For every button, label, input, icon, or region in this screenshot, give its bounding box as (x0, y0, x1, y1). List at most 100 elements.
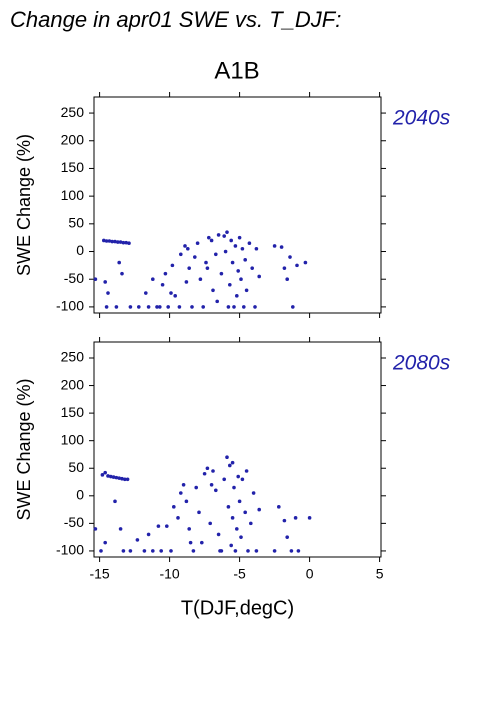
y-tick-label: 50 (68, 459, 84, 475)
point (120, 476, 124, 481)
point (144, 291, 148, 295)
y-tick-label: 150 (61, 159, 85, 175)
point (239, 277, 243, 282)
point (215, 299, 219, 304)
point (202, 471, 207, 476)
point (201, 305, 205, 309)
point (114, 475, 119, 480)
point (179, 491, 183, 495)
point (121, 240, 126, 245)
point (181, 482, 186, 487)
point (155, 305, 159, 309)
point (233, 244, 238, 248)
point (104, 239, 109, 243)
point (307, 516, 312, 520)
y-tick-label: -50 (64, 270, 84, 286)
panel-label: 2040s (392, 107, 451, 130)
point (197, 510, 201, 515)
point (228, 463, 232, 468)
point (293, 516, 298, 520)
point (250, 266, 254, 270)
point (165, 524, 169, 528)
point (207, 235, 211, 240)
point (151, 277, 155, 282)
y-tick-label: 0 (76, 242, 84, 258)
panel-label: 2080s (392, 352, 451, 375)
point (233, 549, 238, 553)
point (216, 532, 221, 537)
point (211, 288, 215, 293)
point (188, 540, 193, 545)
point (111, 475, 116, 479)
chart-subtitle: A1B (214, 57, 259, 84)
point (243, 510, 247, 515)
point (146, 532, 151, 537)
point (279, 245, 284, 249)
point (230, 516, 235, 520)
point (118, 527, 123, 531)
point (291, 305, 295, 309)
point (247, 241, 252, 246)
y-tick-label: 150 (61, 404, 85, 420)
point (240, 477, 245, 482)
point (277, 505, 281, 509)
point (93, 277, 98, 282)
y-tick-label: 200 (61, 376, 85, 392)
point (179, 252, 183, 257)
point (128, 549, 133, 553)
point (216, 233, 221, 237)
point (237, 235, 242, 240)
point (104, 305, 109, 309)
point (100, 473, 105, 477)
point (106, 291, 110, 295)
point (257, 507, 262, 512)
point (169, 549, 173, 553)
x-tick-label: 5 (376, 566, 384, 582)
point (113, 239, 117, 244)
point (272, 549, 277, 553)
y-tick-label: -100 (56, 542, 84, 558)
point (257, 274, 262, 279)
point (282, 266, 287, 270)
point (103, 540, 107, 545)
point (137, 305, 141, 309)
y-tick-label: 250 (61, 349, 85, 365)
point (128, 305, 133, 309)
point (142, 549, 147, 553)
point (226, 505, 231, 509)
point (208, 521, 212, 526)
point (225, 455, 229, 460)
point (214, 252, 218, 257)
point (113, 499, 117, 504)
point (166, 305, 170, 309)
point (146, 305, 151, 309)
point (176, 516, 180, 520)
point (235, 294, 239, 298)
point (235, 527, 239, 531)
point (244, 288, 249, 293)
point (205, 266, 210, 270)
point (194, 485, 198, 490)
point (186, 246, 190, 251)
point (223, 249, 228, 254)
point (219, 271, 224, 276)
point (232, 485, 236, 490)
point (118, 240, 123, 244)
point (190, 305, 194, 309)
point (191, 549, 196, 553)
point (163, 271, 168, 276)
point (249, 521, 253, 526)
point (303, 260, 308, 265)
point (204, 260, 208, 265)
point (289, 549, 294, 553)
point (93, 527, 98, 531)
point (222, 477, 226, 482)
plot-frame (93, 341, 382, 558)
point (121, 549, 126, 553)
y-tick-label: -50 (64, 514, 84, 530)
point (109, 474, 113, 479)
point (172, 505, 176, 509)
point (244, 469, 249, 473)
